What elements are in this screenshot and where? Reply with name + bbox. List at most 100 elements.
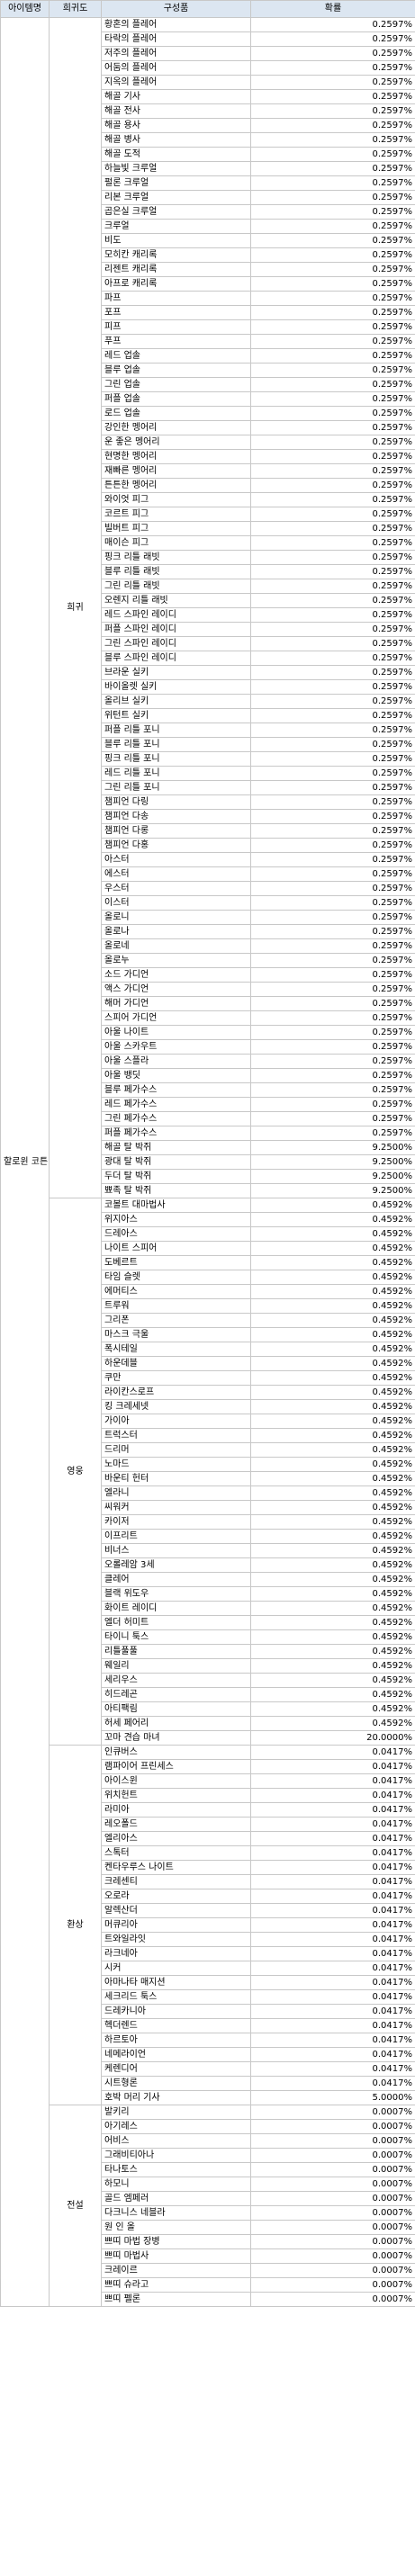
- component-cell: 곱은실 크루얼: [101, 204, 251, 220]
- component-cell: 트와일라잇: [101, 1932, 251, 1947]
- table-row: 지옥의 플레어 0.2597%: [1, 75, 415, 90]
- component-cell: 튼튼한 멩어리: [101, 478, 251, 493]
- probability-cell: 0.0007%: [250, 2220, 415, 2235]
- table-row: 레드 스파인 레이디 0.2597%: [1, 607, 415, 623]
- probability-cell: 0.2597%: [250, 938, 415, 954]
- table-row: 하모니 0.0007%: [1, 2177, 415, 2192]
- probability-cell: 0.2597%: [250, 1082, 415, 1098]
- probability-cell: 0.0417%: [250, 2018, 415, 2033]
- table-row: 골드 엠페러 0.0007%: [1, 2191, 415, 2206]
- component-cell: 해골 전사: [101, 103, 251, 119]
- table-row: 라크네아 0.0417%: [1, 1946, 415, 1961]
- probability-table: 아이템명 희귀도 구성품 확률 할로윈 코튼 희귀 황혼의 플레어 0.2597% 타락…: [0, 0, 415, 2307]
- table-row: 챔피언 다송 0.2597%: [1, 809, 415, 824]
- probability-cell: 0.2597%: [250, 521, 415, 536]
- table-row: 파프 0.2597%: [1, 291, 415, 306]
- probability-cell: 0.2597%: [250, 348, 415, 364]
- probability-cell: 0.4592%: [250, 1414, 415, 1429]
- table-row: 우스터 0.2597%: [1, 881, 415, 896]
- probability-cell: 0.2597%: [250, 291, 415, 306]
- probability-cell: 0.4592%: [250, 1529, 415, 1544]
- probability-cell: 0.0007%: [250, 2292, 415, 2307]
- component-cell: 레오폴드: [101, 1817, 251, 1832]
- table-row: 할로윈 코튼 희귀 황혼의 플레어 0.2597%: [0, 17, 415, 2307]
- table-row: 올로니 0.2597%: [1, 910, 415, 925]
- probability-cell: 0.2597%: [250, 823, 415, 839]
- component-cell: 타락의 플레어: [101, 31, 251, 47]
- component-cell: 엘리아스: [101, 1831, 251, 1846]
- probability-cell: 0.4592%: [250, 1313, 415, 1328]
- probability-cell: 0.4592%: [250, 1442, 415, 1458]
- probability-cell: 0.2597%: [250, 262, 415, 277]
- component-cell: 드레카니아: [101, 2004, 251, 2019]
- table-row: 도베르트 0.4592%: [1, 1255, 415, 1270]
- probability-cell: 0.4592%: [250, 1198, 415, 1213]
- component-cell: 시커: [101, 1961, 251, 1976]
- component-cell: 그린 리틀 포니: [101, 780, 251, 795]
- probability-cell: 0.2597%: [250, 118, 415, 133]
- table-row: 호박 머리 기사 5.0000%: [1, 2090, 415, 2105]
- probability-cell: 0.2597%: [250, 449, 415, 464]
- probability-cell: 0.2597%: [250, 881, 415, 896]
- item-name-cell: 할로윈 코튼: [0, 17, 50, 2307]
- table-row: 타나토스 0.0007%: [1, 2162, 415, 2177]
- component-cell: 씨워커: [101, 1500, 251, 1515]
- table-row: 이프리트 0.4592%: [1, 1529, 415, 1544]
- probability-cell: 0.2597%: [250, 507, 415, 522]
- component-cell: 드레아스: [101, 1226, 251, 1242]
- component-cell: 핑크 리틀 포니: [101, 751, 251, 767]
- table-row: 허세 페어리 0.4592%: [1, 1716, 415, 1731]
- probability-cell: 20.0000%: [250, 1730, 415, 1746]
- component-cell: 쁘띠 슈라고: [101, 2277, 251, 2293]
- table-row: 블루 리틀 포니 0.2597%: [1, 737, 415, 752]
- probability-cell: 0.4592%: [250, 1615, 415, 1630]
- table-row: 아이스윈 0.0417%: [1, 1773, 415, 1789]
- component-cell: 푸프: [101, 334, 251, 349]
- component-cell: 우스터: [101, 881, 251, 896]
- probability-cell: 0.2597%: [250, 420, 415, 435]
- component-cell: 리젠트 캐리록: [101, 262, 251, 277]
- component-cell: 모히칸 캐리록: [101, 247, 251, 263]
- table-row: 레드 업솔 0.2597%: [1, 348, 415, 364]
- component-cell: 뾰족 탈 박쥐: [101, 1183, 251, 1198]
- probability-cell: 0.4592%: [250, 1284, 415, 1299]
- probability-cell: 0.2597%: [250, 406, 415, 421]
- probability-cell: 0.4592%: [250, 1342, 415, 1357]
- table-row: 드레카니아 0.0417%: [1, 2004, 415, 2019]
- component-cell: 액스 가디언: [101, 982, 251, 997]
- table-row: 그린 리틀 포니 0.2597%: [1, 780, 415, 795]
- component-cell: 타나토스: [101, 2162, 251, 2177]
- table-row: 강인한 멩어리 0.2597%: [1, 420, 415, 435]
- table-row: 올로네 0.2597%: [1, 938, 415, 954]
- component-cell: 블루 스파인 레이디: [101, 651, 251, 666]
- component-cell: 현명한 멩어리: [101, 449, 251, 464]
- probability-cell: 0.2597%: [250, 1126, 415, 1141]
- component-cell: 블랙 위도우: [101, 1586, 251, 1602]
- probability-cell: 0.2597%: [250, 953, 415, 968]
- table-row: 켄타우루스 나이트 0.0417%: [1, 1860, 415, 1875]
- table-row: 바운티 헌터 0.4592%: [1, 1471, 415, 1486]
- component-cell: 퍼플 페가수스: [101, 1126, 251, 1141]
- component-cell: 라이칸스로프: [101, 1385, 251, 1400]
- probability-cell: 0.2597%: [250, 1111, 415, 1126]
- component-cell: 오렌지 리틀 래빗: [101, 593, 251, 608]
- component-cell: 세크리드 툭스: [101, 1989, 251, 2005]
- component-cell: 하늘빛 크루얼: [101, 161, 251, 176]
- component-cell: 드리머: [101, 1442, 251, 1458]
- component-cell: 하운데블: [101, 1356, 251, 1371]
- probability-cell: 0.2597%: [250, 147, 415, 162]
- probability-cell: 0.4592%: [250, 1485, 415, 1501]
- component-cell: 올리브 실키: [101, 694, 251, 709]
- grade-cell: 영웅: [49, 1198, 102, 1746]
- component-cell: 해머 가디언: [101, 996, 251, 1011]
- table-row: 그린 리틀 래빗 0.2597%: [1, 579, 415, 594]
- table-row: 알렉산더 0.0417%: [1, 1903, 415, 1918]
- component-cell: 비너스: [101, 1543, 251, 1558]
- component-cell: 운 좋은 멩어리: [101, 435, 251, 450]
- probability-cell: 0.4592%: [250, 1428, 415, 1443]
- component-cell: 그래비티아나: [101, 2148, 251, 2163]
- probability-cell: 0.0007%: [250, 2148, 415, 2163]
- component-cell: 해골 병사: [101, 132, 251, 148]
- table-row: 위턴트 실키 0.2597%: [1, 708, 415, 723]
- probability-cell: 0.0417%: [250, 1773, 415, 1789]
